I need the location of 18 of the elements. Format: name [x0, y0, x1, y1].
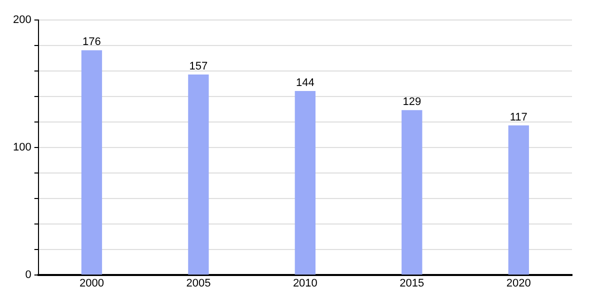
y-tick-label: 0 — [25, 268, 32, 281]
bar — [294, 91, 316, 275]
data-label: 157 — [189, 60, 208, 72]
bar — [81, 50, 102, 275]
data-label: 144 — [296, 76, 314, 89]
x-tick-label: 2020 — [506, 277, 531, 290]
data-label: 117 — [510, 111, 528, 124]
bar — [508, 125, 529, 275]
x-tick-label: 2005 — [186, 277, 211, 290]
y-tick-label: 200 — [12, 14, 32, 26]
bar — [188, 74, 209, 275]
data-label: 129 — [402, 96, 422, 108]
bar — [402, 110, 422, 275]
data-label: 176 — [82, 36, 101, 48]
x-tick-label: 2015 — [400, 277, 424, 290]
y-tick-label: 100 — [12, 141, 32, 154]
x-tick-label: 2000 — [79, 277, 104, 290]
x-tick-label: 2010 — [292, 277, 318, 290]
